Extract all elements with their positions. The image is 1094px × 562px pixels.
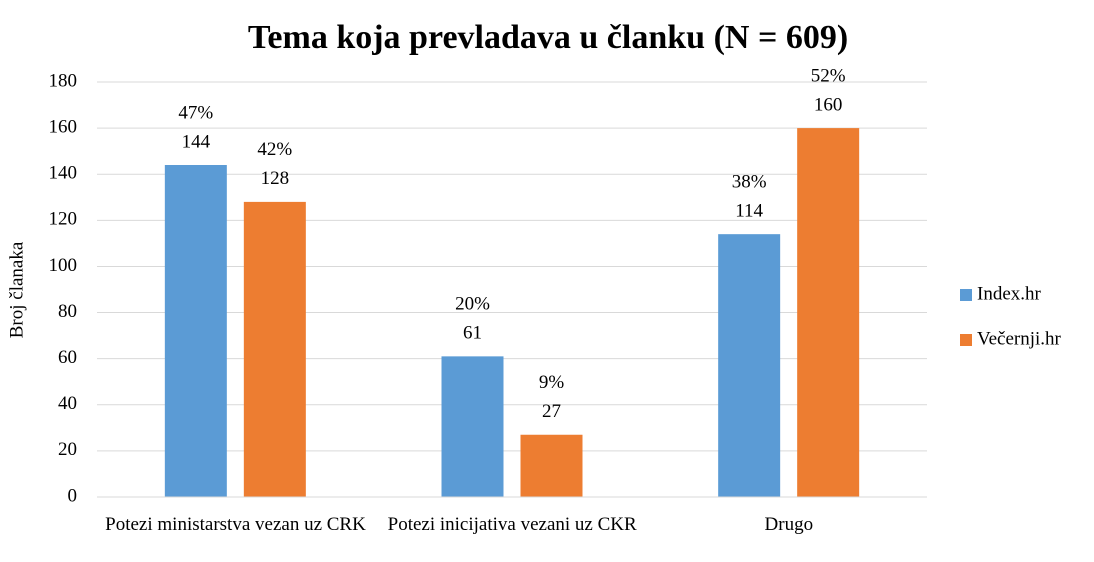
- data-label: 61: [463, 323, 482, 344]
- share-label: 38%: [732, 172, 767, 193]
- data-label: 128: [261, 168, 290, 189]
- bar: [797, 128, 860, 497]
- data-label: 27: [542, 401, 561, 422]
- data-label: 114: [735, 201, 763, 222]
- bar: [441, 356, 504, 497]
- y-tick-label: 160: [49, 116, 78, 137]
- chart-title: Tema koja prevladava u članku (N = 609): [248, 19, 848, 56]
- bar: [718, 234, 781, 497]
- bar: [164, 165, 227, 497]
- y-tick-label: 140: [49, 163, 78, 184]
- y-tick-label: 100: [49, 255, 78, 276]
- data-label: 160: [814, 94, 843, 115]
- share-label: 20%: [455, 294, 490, 315]
- legend-swatch: [960, 289, 972, 301]
- y-tick-label: 180: [49, 70, 78, 91]
- share-label: 9%: [539, 372, 565, 393]
- x-tick-label: Potezi inicijativa vezani uz CKR: [387, 514, 637, 535]
- share-label: 47%: [178, 102, 213, 123]
- x-tick-label: Potezi ministarstva vezan uz CRK: [105, 514, 366, 535]
- y-tick-label: 120: [49, 209, 78, 230]
- legend-label: Index.hr: [977, 283, 1042, 304]
- y-tick-label: 60: [58, 347, 77, 368]
- y-tick-label: 20: [58, 439, 77, 460]
- y-axis-label: Broj članaka: [6, 241, 27, 338]
- legend-label: Večernji.hr: [977, 328, 1062, 349]
- data-label: 144: [182, 131, 211, 152]
- x-tick-label: Drugo: [764, 514, 814, 535]
- y-tick-label: 40: [58, 393, 77, 414]
- share-label: 42%: [257, 139, 292, 160]
- y-tick-label: 0: [68, 485, 78, 506]
- bar: [520, 434, 583, 497]
- y-tick-label: 80: [58, 301, 77, 322]
- share-label: 52%: [811, 65, 846, 86]
- legend-swatch: [960, 334, 972, 346]
- bar: [243, 201, 306, 497]
